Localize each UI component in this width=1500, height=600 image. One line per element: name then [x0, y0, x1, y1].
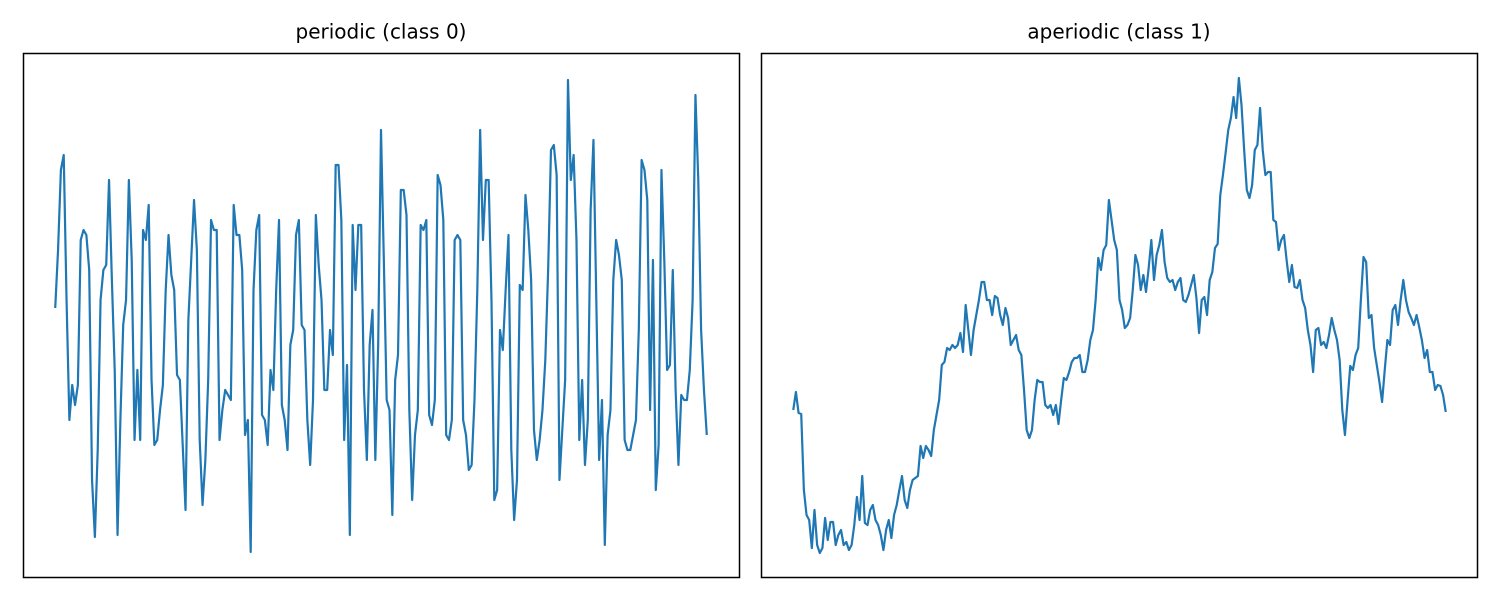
axes-frame — [760, 52, 1479, 579]
axes-frame — [22, 52, 741, 579]
series-line — [54, 78, 708, 554]
panel-title: periodic (class 0) — [296, 20, 467, 44]
series-line — [792, 76, 1447, 555]
panel-title: aperiodic (class 1) — [1027, 20, 1210, 44]
